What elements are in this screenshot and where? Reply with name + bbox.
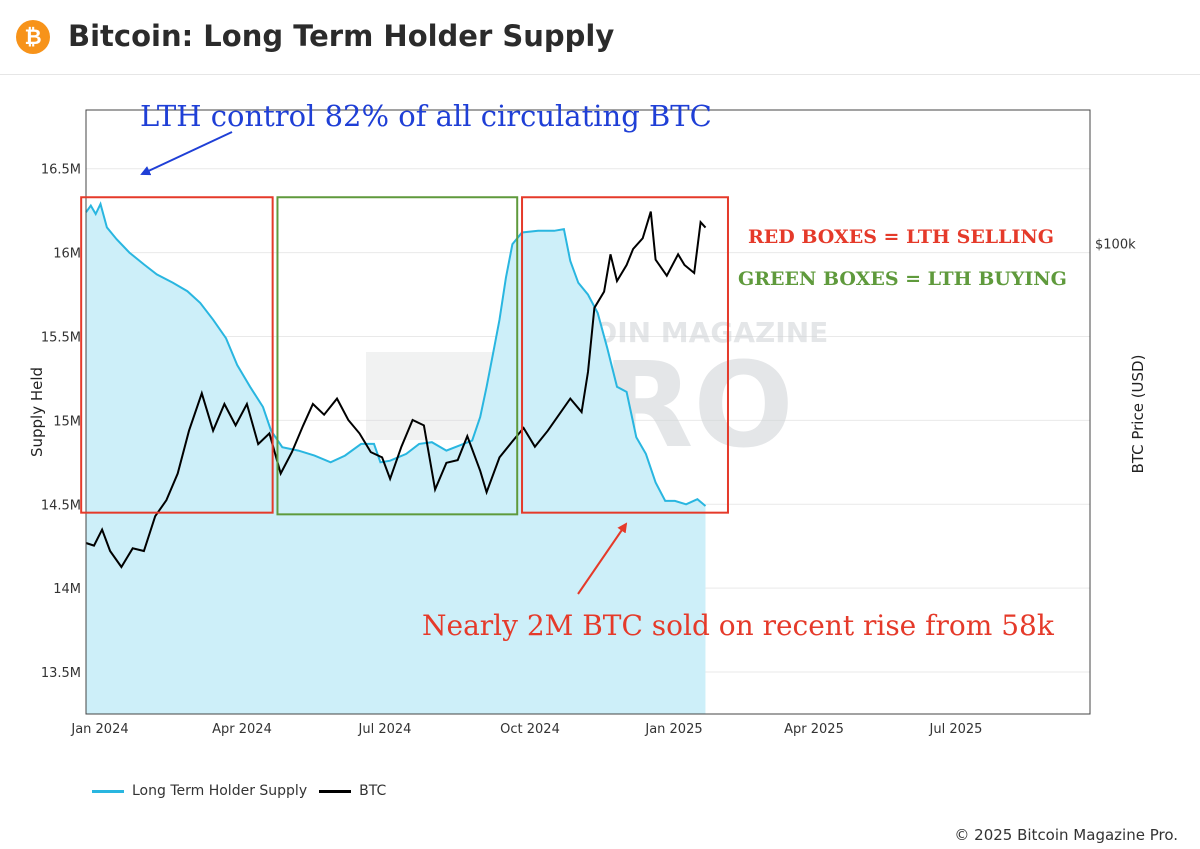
y-tick-label-5: 16M	[53, 247, 81, 262]
y2-tick-label-0: $100k	[1095, 238, 1136, 253]
x-tick-label-5: Apr 2025	[784, 722, 844, 737]
y2-axis-title: BTC Price (USD)	[1129, 355, 1147, 474]
highlight-box-red-0	[80, 196, 274, 514]
legend-item-lth[interactable]: Long Term Holder Supply	[92, 783, 307, 799]
annotation-green-boxes: GREEN BOXES = LTH BUYING	[738, 268, 1067, 290]
legend-item-btc[interactable]: BTC	[319, 783, 386, 799]
bitcoin-logo-icon: ₿	[16, 20, 50, 54]
page-title: Bitcoin: Long Term Holder Supply	[68, 19, 615, 53]
annotation-top-note: LTH control 82% of all circulating BTC	[140, 99, 712, 133]
y-tick-label-1: 14M	[53, 582, 81, 597]
legend-label-lth: Long Term Holder Supply	[132, 783, 308, 799]
bitcoin-logo-glyph: ₿	[24, 25, 42, 49]
y-tick-label-0: 13.5M	[41, 666, 81, 681]
legend-swatch-btc	[319, 789, 352, 793]
chart-legend: Long Term Holder Supply BTC	[92, 783, 398, 799]
plot-frame	[85, 109, 1091, 715]
highlight-box-red-2	[521, 196, 729, 514]
x-tick-label-1: Apr 2024	[212, 722, 272, 737]
y-tick-label-4: 15.5M	[41, 331, 81, 346]
legend-label-btc: BTC	[359, 783, 387, 799]
x-tick-label-3: Oct 2024	[500, 722, 560, 737]
header: ₿ Bitcoin: Long Term Holder Supply	[0, 0, 1200, 75]
x-tick-label-0: Jan 2024	[70, 722, 128, 737]
y-tick-label-2: 14.5M	[41, 498, 81, 513]
y-axis-title: Supply Held	[28, 367, 46, 457]
x-tick-label-6: Jul 2025	[929, 722, 983, 737]
annotation-arrow-red	[577, 522, 628, 595]
x-tick-label-2: Jul 2024	[358, 722, 412, 737]
legend-swatch-lth	[92, 789, 124, 793]
highlight-box-green-1	[276, 196, 519, 516]
annotation-red-boxes: RED BOXES = LTH SELLING	[748, 226, 1055, 248]
copyright: © 2025 Bitcoin Magazine Pro.	[954, 826, 1178, 844]
x-tick-label-4: Jan 2025	[644, 722, 702, 737]
annotation-bottom-note: Nearly 2M BTC sold on recent rise from 5…	[422, 609, 1054, 642]
y-tick-label-3: 15M	[53, 414, 81, 429]
lth-supply-line	[85, 201, 707, 507]
annotation-arrow-blue	[140, 131, 233, 176]
y-tick-label-6: 16.5M	[41, 163, 81, 178]
btc-price-line	[85, 211, 707, 569]
